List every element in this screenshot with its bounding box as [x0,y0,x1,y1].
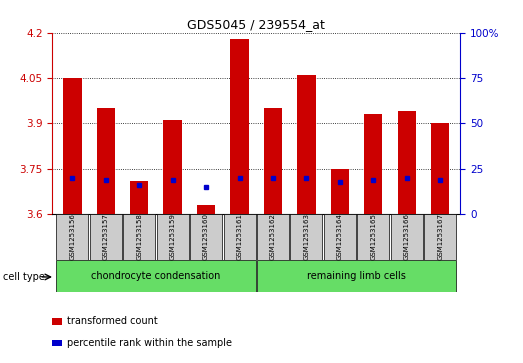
Text: GSM1253164: GSM1253164 [337,213,343,260]
Bar [424,214,456,260]
Bar [130,181,149,214]
Bar [197,205,215,214]
Text: GSM1253156: GSM1253156 [70,213,75,260]
Text: transformed count: transformed count [67,316,158,326]
Bar [257,214,289,260]
Bar [297,75,315,214]
Bar [324,214,356,260]
Text: GSM1253166: GSM1253166 [404,213,410,260]
Bar [56,214,88,260]
Text: GSM1253160: GSM1253160 [203,213,209,260]
Bar [97,108,115,214]
Bar [290,214,323,260]
Text: GSM1253167: GSM1253167 [437,213,443,260]
Bar [364,114,382,214]
Text: chondrocyte condensation: chondrocyte condensation [92,271,221,281]
Bar [156,214,189,260]
Text: cell type: cell type [3,272,44,282]
Text: percentile rank within the sample: percentile rank within the sample [67,338,232,348]
Bar [223,214,256,260]
Bar [391,214,423,260]
Bar [357,214,389,260]
Text: GSM1253159: GSM1253159 [169,213,176,260]
Bar [63,78,82,214]
Text: GSM1253165: GSM1253165 [370,213,377,260]
Text: GSM1253162: GSM1253162 [270,213,276,260]
Bar [123,214,155,260]
Text: GSM1253161: GSM1253161 [236,213,243,260]
Bar [190,214,222,260]
Text: GSM1253157: GSM1253157 [103,213,109,260]
Bar [264,108,282,214]
Bar [164,121,182,214]
Bar [431,123,449,214]
Text: GSM1253158: GSM1253158 [136,213,142,260]
Bar [230,39,249,214]
Title: GDS5045 / 239554_at: GDS5045 / 239554_at [187,19,325,32]
Bar [397,111,416,214]
Text: GSM1253163: GSM1253163 [303,213,310,260]
Bar [331,169,349,214]
Text: remaining limb cells: remaining limb cells [307,271,406,281]
Bar [90,214,122,260]
Bar [56,260,256,292]
Bar [257,260,456,292]
